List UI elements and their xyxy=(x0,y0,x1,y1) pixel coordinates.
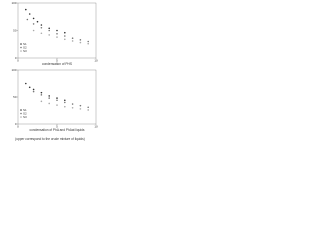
legend-label: S3 xyxy=(23,115,27,119)
point xyxy=(87,106,89,109)
footnote: (upper correspond to the crude mixture o… xyxy=(15,137,85,141)
x-tick-label: 5 xyxy=(56,58,58,62)
point xyxy=(71,107,74,109)
point xyxy=(48,97,50,99)
legend-label: S3 xyxy=(23,49,27,53)
legend-marker xyxy=(20,112,22,115)
point xyxy=(56,33,58,35)
point xyxy=(71,37,74,39)
point xyxy=(64,105,66,108)
point xyxy=(48,34,50,36)
point xyxy=(79,104,82,107)
point xyxy=(32,17,35,20)
legend-marker xyxy=(20,109,22,111)
point xyxy=(40,26,43,29)
point xyxy=(40,32,43,35)
point xyxy=(32,88,35,91)
y-tick-label: 100 xyxy=(11,68,16,72)
chart-caption: condensation of PhA and PhAat liquids xyxy=(30,128,85,132)
point xyxy=(48,29,50,32)
point xyxy=(28,86,31,89)
x-tick-label: 10 xyxy=(94,58,98,62)
legend-label: S1 xyxy=(23,108,27,112)
point xyxy=(79,108,82,110)
point xyxy=(71,103,74,105)
y-tick-label: 50 xyxy=(13,28,17,32)
point xyxy=(32,29,35,32)
point xyxy=(28,13,31,15)
point xyxy=(56,97,58,99)
point xyxy=(64,31,66,34)
y-tick-label: 100 xyxy=(11,1,16,5)
point xyxy=(87,109,89,111)
point xyxy=(48,102,50,105)
point xyxy=(56,104,58,106)
point xyxy=(79,41,82,44)
point xyxy=(25,82,27,85)
x-tick-label: 10 xyxy=(94,124,98,128)
point xyxy=(40,100,43,103)
point xyxy=(25,8,27,11)
legend-marker xyxy=(20,46,22,49)
point xyxy=(36,20,39,23)
y-tick-label: 0 xyxy=(15,122,17,126)
point xyxy=(40,24,43,26)
point xyxy=(56,36,58,38)
point xyxy=(71,40,74,42)
point xyxy=(87,40,89,43)
x-tick-label: 0 xyxy=(17,124,19,128)
point xyxy=(32,90,35,93)
legend-label: S2 xyxy=(23,45,27,49)
point xyxy=(48,95,50,97)
point xyxy=(40,91,43,94)
legend-marker xyxy=(20,116,22,118)
x-tick-label: 0 xyxy=(17,58,19,62)
point xyxy=(79,39,82,41)
point xyxy=(64,101,66,104)
y-tick-label: 0 xyxy=(15,56,17,60)
point xyxy=(64,38,66,41)
y-tick-label: 50 xyxy=(13,95,17,99)
x-tick-label: 5 xyxy=(56,124,58,128)
point xyxy=(87,42,89,45)
point xyxy=(64,35,66,37)
legend-marker xyxy=(20,43,22,45)
plot-frame xyxy=(17,69,97,125)
chart-caption: condensation of PHS xyxy=(42,62,72,66)
legend-label: S2 xyxy=(23,111,27,115)
page: (upper correspond to the crude mixture o… xyxy=(11,1,98,141)
point xyxy=(26,18,29,21)
point xyxy=(56,99,58,102)
legend-marker xyxy=(20,50,22,52)
point xyxy=(64,99,66,102)
point xyxy=(56,29,58,32)
point xyxy=(48,27,50,30)
legend-label: S1 xyxy=(23,42,27,46)
point xyxy=(40,94,43,96)
point xyxy=(32,23,35,25)
